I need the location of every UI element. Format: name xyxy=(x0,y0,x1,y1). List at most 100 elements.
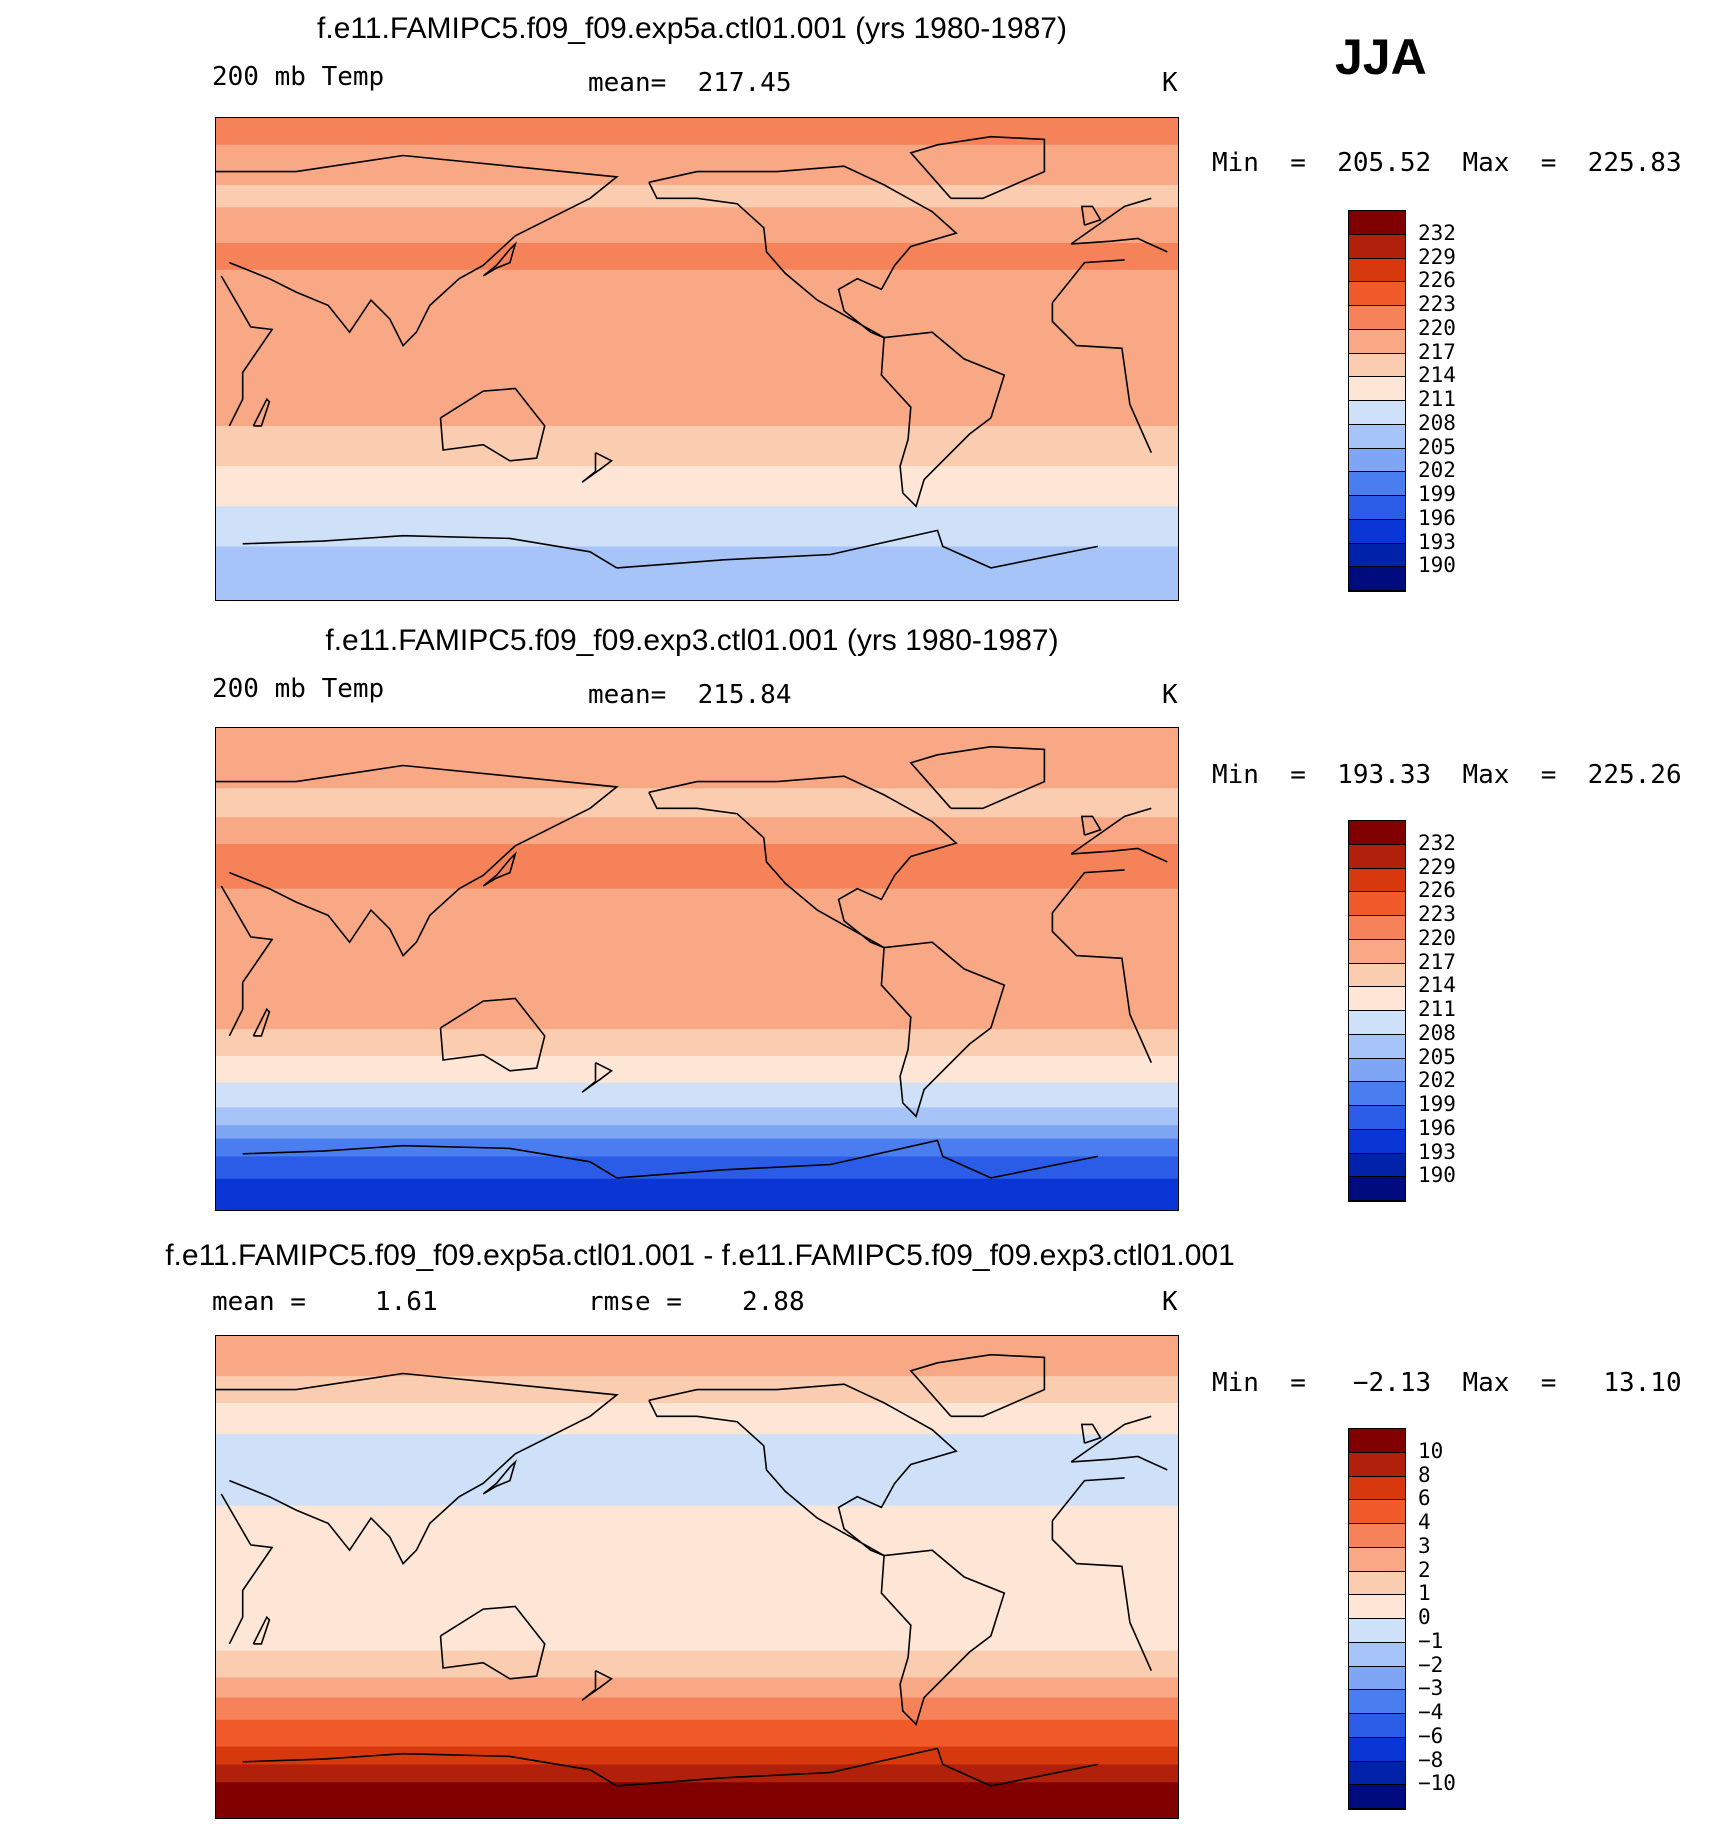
field-band xyxy=(216,553,1178,561)
field-band xyxy=(216,499,1178,508)
field-band xyxy=(216,314,1178,325)
field-band xyxy=(216,728,1178,736)
field-band xyxy=(216,1746,1178,1753)
colorbar-swatch xyxy=(1349,258,1405,283)
field-band xyxy=(216,1630,1178,1639)
field-band xyxy=(216,870,1178,881)
field-band xyxy=(216,452,1178,461)
field-band xyxy=(216,1621,1178,1632)
colorbar-tick-label: 214 xyxy=(1418,363,1456,388)
colorbar-tick-label: 223 xyxy=(1418,902,1456,926)
colorbar-tick-label: 205 xyxy=(1418,1044,1456,1069)
colorbar-tick-label: 196 xyxy=(1418,505,1456,530)
field-band xyxy=(216,164,1178,173)
panel-1-title: f.e11.FAMIPC5.f09_f09.exp5a.ctl01.001 (y… xyxy=(317,12,1067,45)
field-band xyxy=(216,506,1178,514)
field-band xyxy=(216,1577,1178,1587)
field-band xyxy=(216,861,1178,872)
coastline xyxy=(216,1372,1168,1565)
colorbar-swatch xyxy=(1349,1619,1405,1643)
field-band xyxy=(216,1657,1178,1666)
colorbar-swatch xyxy=(1349,1058,1405,1083)
panel-2-title: f.e11.FAMIPC5.f09_f09.exp3.ctl01.001 (yr… xyxy=(325,624,1059,657)
field-band xyxy=(216,1514,1178,1525)
season-label: JJA xyxy=(1335,29,1427,85)
field-band xyxy=(216,269,1178,280)
field-band xyxy=(216,1603,1178,1614)
field-band xyxy=(216,1174,1178,1180)
field-band xyxy=(216,1120,1178,1127)
coastline xyxy=(482,851,517,887)
panel-3-rmse-label: rmse = xyxy=(588,1287,682,1317)
colorbar-swatch xyxy=(1349,821,1405,845)
panel-1-units: K xyxy=(1162,68,1178,98)
field-band xyxy=(216,439,1178,448)
colorbar-swatch xyxy=(1349,496,1405,520)
field-band xyxy=(216,826,1178,837)
coastline xyxy=(439,1605,546,1680)
colorbar-swatch xyxy=(1349,1034,1405,1059)
field-band xyxy=(216,1715,1178,1721)
panel-3-field xyxy=(216,1336,1178,1818)
field-band xyxy=(216,151,1178,160)
field-band xyxy=(216,1205,1178,1210)
coastline xyxy=(909,135,1046,200)
field-band xyxy=(216,1178,1178,1185)
coastline xyxy=(482,1459,517,1495)
field-band xyxy=(216,1650,1178,1659)
colorbar-tick-label: 199 xyxy=(1418,1092,1456,1116)
colorbar-swatch xyxy=(1349,448,1405,473)
coastline xyxy=(1080,1423,1102,1444)
colorbar-swatch xyxy=(1349,892,1405,916)
field-band xyxy=(216,1594,1178,1605)
field-band xyxy=(216,1523,1178,1534)
field-band xyxy=(216,977,1178,988)
field-band xyxy=(216,1677,1178,1686)
colorbar-tick-label: 199 xyxy=(1418,482,1456,506)
field-band xyxy=(216,1183,1178,1189)
field-band xyxy=(216,1791,1178,1797)
field-band xyxy=(216,794,1178,803)
field-band xyxy=(216,1389,1178,1398)
panel-2-field xyxy=(216,728,1178,1210)
field-band xyxy=(216,350,1178,360)
field-band xyxy=(216,459,1178,468)
colorbar-swatch xyxy=(1349,987,1405,1011)
field-band xyxy=(216,1751,1178,1757)
coastline xyxy=(439,387,546,462)
field-band xyxy=(216,1768,1178,1775)
colorbar-tick-label: 232 xyxy=(1418,220,1456,245)
field-band xyxy=(216,595,1178,600)
field-band xyxy=(216,1737,1178,1744)
field-band xyxy=(216,1728,1178,1735)
panel-3-title: f.e11.FAMIPC5.f09_f09.exp5a.ctl01.001 - … xyxy=(165,1239,1235,1272)
colorbar-tick-label: 190 xyxy=(1418,1163,1456,1188)
coastline xyxy=(909,745,1046,810)
field-band xyxy=(216,754,1178,763)
colorbar-tick-label: 4 xyxy=(1418,1510,1431,1534)
field-band xyxy=(216,546,1178,555)
field-band xyxy=(216,171,1178,180)
panel-2: f.e11.FAMIPC5.f09_f09.exp3.ctl01.001 (yr… xyxy=(0,607,1710,1211)
field-band xyxy=(216,1107,1178,1113)
colorbar-swatch xyxy=(1349,1595,1405,1619)
field-band xyxy=(216,1062,1178,1071)
coastline xyxy=(581,451,614,483)
field-band xyxy=(216,158,1178,166)
coastline xyxy=(216,764,1168,957)
coastline xyxy=(648,775,958,949)
coastline xyxy=(220,259,1153,454)
field-band xyxy=(216,1049,1178,1058)
field-band xyxy=(216,323,1178,334)
field-band xyxy=(216,1160,1178,1167)
field-band xyxy=(216,1670,1178,1679)
field-band xyxy=(216,1416,1178,1427)
field-band xyxy=(216,216,1178,227)
panel-3-colorbar xyxy=(1348,1428,1406,1810)
field-band xyxy=(216,960,1178,970)
coastline xyxy=(1080,205,1102,226)
field-band xyxy=(216,305,1178,316)
field-band xyxy=(216,1096,1178,1104)
colorbar-swatch xyxy=(1349,939,1405,964)
colorbar-tick-label: 220 xyxy=(1418,925,1456,950)
